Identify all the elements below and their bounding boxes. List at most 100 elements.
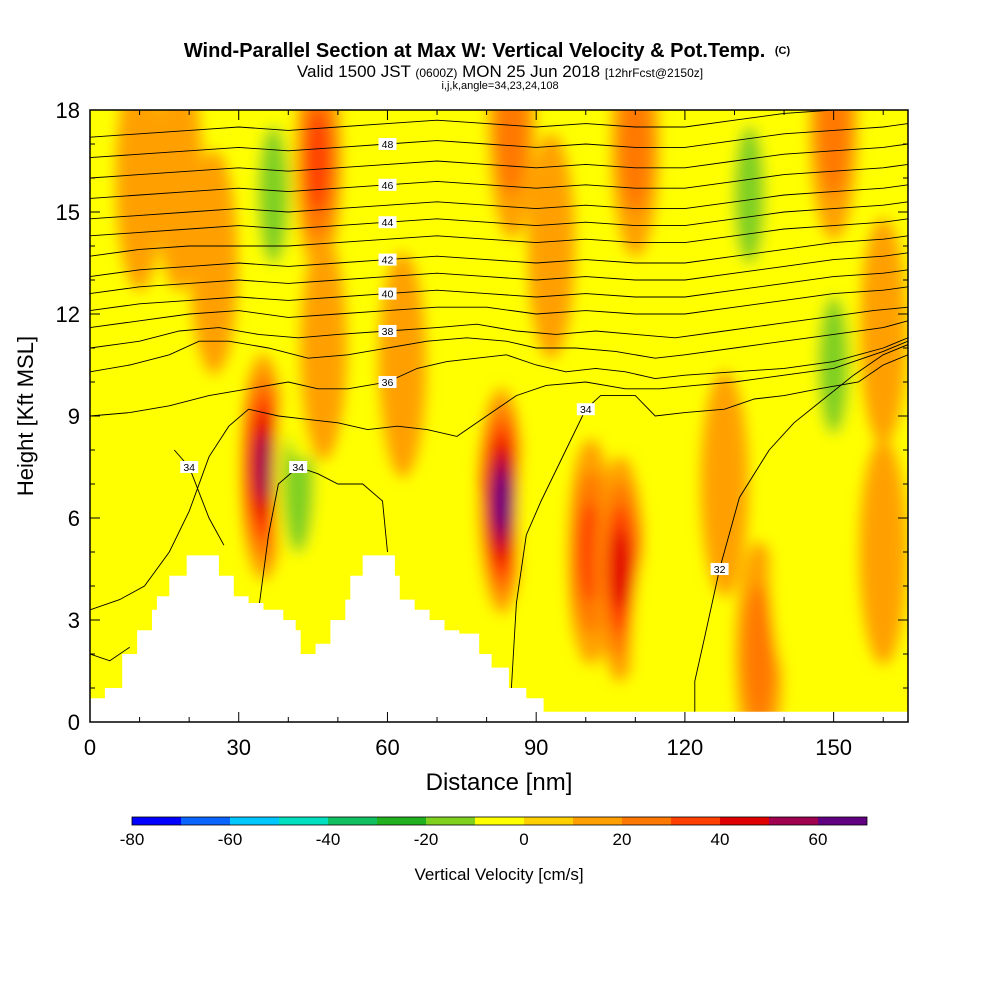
colorbar-swatch-30 (671, 817, 720, 825)
velocity-core-11-level-1 (299, 235, 347, 461)
valid-date: MON 25 Jun 2018 (462, 62, 600, 81)
velocity-core-19-level-2 (495, 110, 527, 197)
theta-label-32-0: 32 (710, 563, 729, 576)
chart-title-tag: (C) (775, 45, 791, 57)
colorbar-swatch-20 (622, 817, 671, 825)
theta-label-text: 42 (382, 255, 394, 267)
velocity-core-23-level-4 (610, 528, 631, 610)
colorbar-swatch-0 (524, 817, 573, 825)
plot-area: 32 34 34 34 36 38 40 42 44 46 48 (90, 110, 908, 722)
colorbar-tick-label--60: -60 (218, 830, 243, 849)
colorbar-swatch--20 (426, 817, 475, 825)
theta-contour-37 (90, 320, 908, 373)
theta-contour-49 (90, 110, 834, 138)
velocity-core-34-level-2 (818, 110, 850, 197)
colorbar-swatch--10 (475, 817, 524, 825)
velocity-core-21-level-1 (527, 133, 575, 359)
title-block: Wind-Parallel Section at Max W: Vertical… (184, 40, 791, 92)
velocity-core-29-level-2 (733, 125, 765, 265)
colorbar-swatch-60 (818, 817, 867, 825)
theta-contour-41 (90, 252, 908, 295)
theta-contour-46 (90, 163, 908, 199)
velocity-core-24-level-2 (619, 110, 651, 214)
theta-label-48-18: 48 (378, 138, 397, 151)
theta-label-text: 38 (382, 326, 394, 338)
theta-contour-36 (90, 337, 908, 417)
y-tick-label-12: 12 (56, 302, 80, 327)
theta-label-bg (378, 325, 397, 337)
theta-contour-34 (258, 466, 388, 610)
x-tick-label-0: 0 (84, 735, 96, 760)
x-axis: 0 30 60 90 120 150 (84, 110, 884, 760)
svg-text:Wind-Parallel Section at Max W: Wind-Parallel Section at Max W: Vertical… (184, 40, 791, 62)
velocity-core-31-level-1 (760, 201, 808, 427)
velocity-core-35-level-1 (859, 218, 907, 444)
y-tick-label-9: 9 (68, 404, 80, 429)
colorbar-frame (131, 816, 868, 826)
theta-label-text: 44 (382, 217, 394, 229)
velocity-core-32-level-1 (770, 456, 818, 682)
colorbar-swatch-50 (769, 817, 818, 825)
colorbar-tick-label--80: -80 (120, 830, 145, 849)
theta-label-bg (378, 376, 397, 388)
colorbar-swatch--30 (377, 817, 426, 825)
x-tick-label-30: 30 (226, 735, 250, 760)
theta-label-text: 34 (183, 462, 195, 474)
theta-contour-47 (90, 143, 908, 179)
theta-contour-45 (90, 184, 908, 220)
x-axis-label: Distance [nm] (426, 769, 573, 796)
theta-label-bg (378, 178, 397, 191)
theta-label-text: 36 (382, 377, 394, 389)
colorbar-swatch--40 (328, 817, 377, 825)
colorbar-swatch-10 (573, 817, 622, 825)
y-axis-label: Height [Kft MSL] (13, 336, 38, 496)
theta-contour-32 (694, 344, 908, 712)
theta-label-42-12: 42 (378, 253, 397, 267)
theta-contour-34 (173, 449, 225, 546)
theta-label-34-3: 34 (289, 461, 308, 474)
theta-contour-42 (90, 235, 908, 278)
theta-contour-35 (90, 340, 908, 611)
theta-label-text: 48 (382, 139, 394, 151)
x-tick-label-60: 60 (375, 735, 399, 760)
x-tick-label-90: 90 (524, 735, 548, 760)
colorbar-swatch--80 (132, 817, 181, 825)
theta-label-46-16: 46 (378, 178, 397, 192)
velocity-core-33-level-2 (818, 295, 850, 435)
velocity-core-28-level-1 (700, 371, 749, 597)
theta-label-36-6: 36 (378, 376, 397, 389)
theta-label-text: 40 (382, 289, 394, 301)
velocity-core-13-level-1 (378, 252, 427, 478)
velocity-core-20-level-1 (517, 405, 565, 631)
velocity-core-10-level-3 (306, 110, 330, 212)
theta-label-34-2: 34 (180, 461, 199, 474)
valid-utc: (0600Z) (415, 66, 457, 80)
theta-contour-38 (90, 306, 908, 349)
velocity-core-5-level-1 (190, 150, 238, 376)
colorbar-label: Vertical Velocity [cm/s] (414, 865, 583, 884)
theta-contour-33 (90, 646, 130, 662)
colorbar-tick-label-40: 40 (711, 830, 730, 849)
colorbar-tick-label-0: 0 (519, 830, 528, 849)
theta-contour-43 (90, 218, 908, 257)
colorbar-tick-label--20: -20 (414, 830, 439, 849)
y-tick-label-0: 0 (68, 710, 80, 735)
colorbar: -80 -60 -40 -20 0 20 40 60 (120, 816, 868, 849)
colorbar-tick-label--40: -40 (316, 830, 341, 849)
theta-label-bg (289, 461, 308, 473)
y-tick-label-6: 6 (68, 506, 80, 531)
theta-contour-44 (90, 201, 908, 237)
theta-label-40-10: 40 (378, 287, 397, 301)
velocity-core-6-level-5 (254, 433, 273, 501)
svg-text:Valid 1500 JST (0600Z): Valid 1500 JST (0600Z) MON 25 Jun 2018 [… (297, 62, 703, 81)
colorbar-swatch--60 (230, 817, 279, 825)
velocity-core-30-level-2 (743, 584, 775, 722)
valid-forecast: [12hrFcst@2150z] (605, 66, 703, 80)
theta-contour-40 (90, 269, 908, 312)
theta-contour-34 (510, 354, 908, 689)
terrain-mask (90, 555, 908, 722)
theta-label-bg (180, 461, 199, 473)
colorbar-tick-label-60: 60 (809, 830, 828, 849)
theta-label-text: 34 (580, 404, 592, 416)
